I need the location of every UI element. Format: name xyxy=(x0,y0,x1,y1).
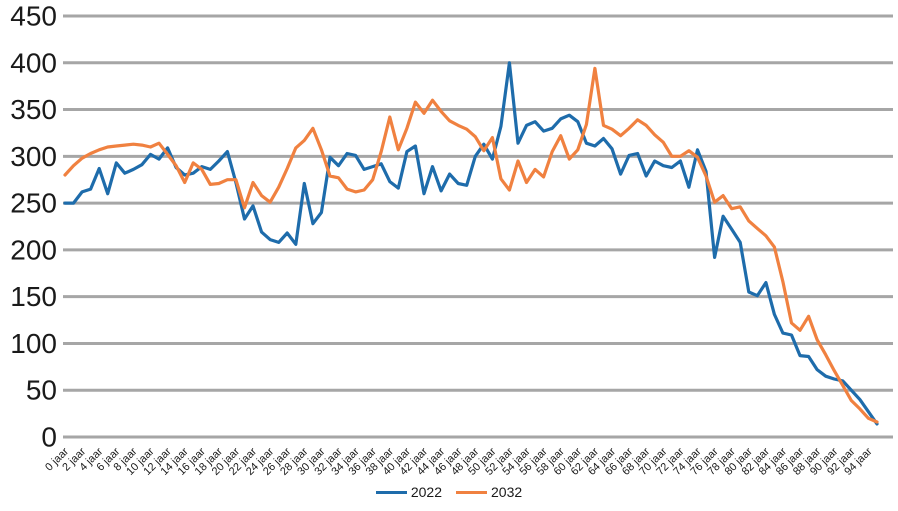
legend-swatch-2032 xyxy=(456,490,487,494)
series-line-2032 xyxy=(63,66,879,424)
y-axis-tick-label: 150 xyxy=(10,281,57,312)
y-axis-tick-label: 450 xyxy=(10,0,57,31)
y-axis-tick-label: 250 xyxy=(10,188,57,219)
y-axis-tick-label: 200 xyxy=(10,234,57,265)
y-axis-tick-label: 100 xyxy=(10,328,57,359)
legend-item-2022: 2022 xyxy=(375,484,442,500)
y-axis-tick-label: 400 xyxy=(10,47,57,78)
legend-label-2022: 2022 xyxy=(410,484,442,500)
legend-item-2032: 2032 xyxy=(456,485,522,499)
legend-swatch-2022 xyxy=(375,490,407,494)
chart-legend: 2022 2032 xyxy=(0,485,898,499)
y-axis-tick-label: 350 xyxy=(10,94,57,125)
y-axis-tick-label: 300 xyxy=(10,141,57,172)
y-axis-tick-label: 0 xyxy=(41,422,57,453)
y-axis-tick-label: 50 xyxy=(26,375,57,406)
legend-label-2032: 2032 xyxy=(491,484,523,500)
series-line-2022 xyxy=(63,61,879,426)
